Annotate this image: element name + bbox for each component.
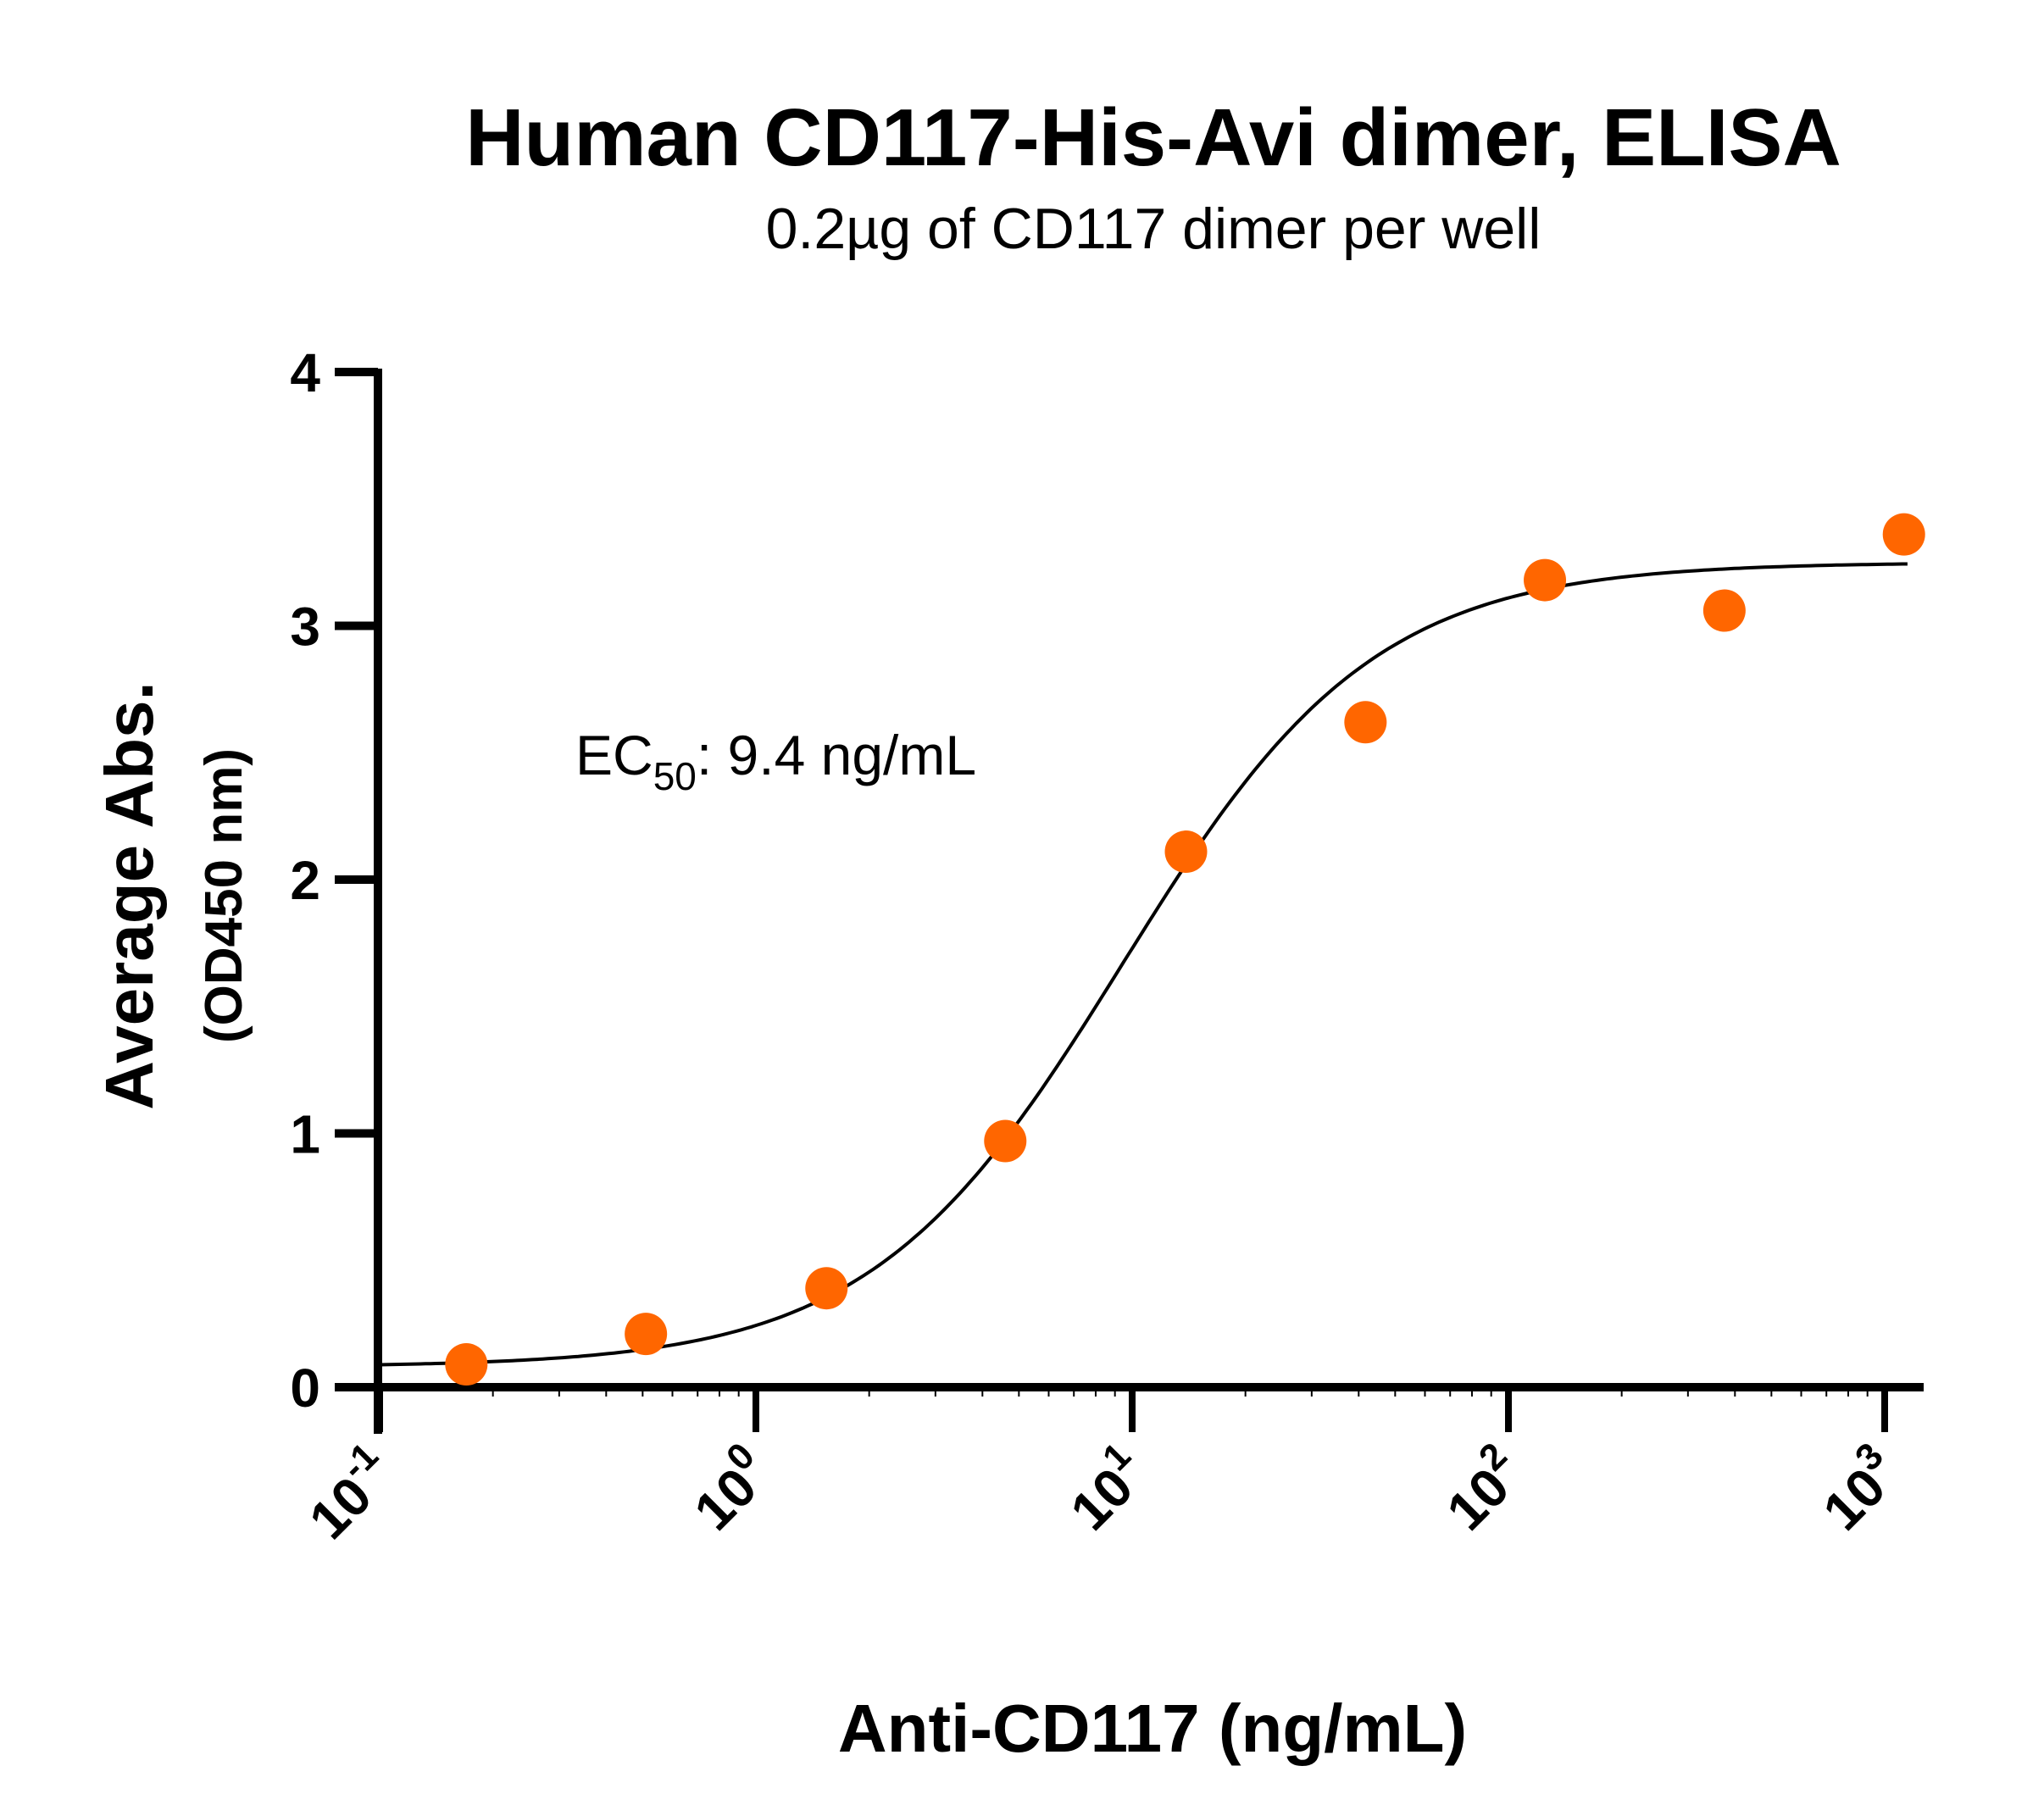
y-axis-unit: (OD450 nm) <box>195 748 253 1043</box>
y-axis-title: Average Abs. <box>92 681 167 1109</box>
x-tick-label-group: 103 <box>1805 1435 1912 1541</box>
x-tick-label-group: 102 <box>1429 1435 1536 1541</box>
ec50-value: : 9.4 ng/mL <box>697 724 976 786</box>
data-point <box>625 1313 668 1356</box>
axes: 0 1 2 3 4 10-1 100 101 102 103 <box>290 342 1924 1551</box>
x-tick-label-group: 101 <box>1053 1435 1159 1541</box>
x-tick-label-group: 100 <box>676 1435 783 1541</box>
data-point <box>805 1267 848 1310</box>
chart-title: Human CD117-His-Avi dimer, ELISA <box>465 92 1841 183</box>
chart-subtitle: 0.2µg of CD117 dimer per well <box>766 197 1541 261</box>
y-tick-label: 1 <box>290 1104 320 1165</box>
x-tick-label: 102 <box>1429 1435 1536 1541</box>
data-point <box>984 1119 1027 1163</box>
data-point <box>1344 701 1387 744</box>
y-axis-sublabel: (OD450 nm) <box>195 748 253 1043</box>
x-tick-label-group: 10-1 <box>291 1435 407 1551</box>
data-point <box>445 1343 488 1386</box>
y-tick-label: 4 <box>290 342 320 403</box>
fit-curve-layer <box>379 562 1908 1367</box>
x-axis-label: Anti-CD117 (ng/mL) <box>838 1691 1467 1766</box>
data-point <box>1524 558 1567 602</box>
y-tick-label: 2 <box>290 850 320 911</box>
data-points-layer <box>445 513 1925 1386</box>
x-tick-label: 103 <box>1805 1435 1912 1541</box>
ec50-annotation: EC50: 9.4 ng/mL <box>575 724 976 798</box>
y-axis-label: Average Abs. <box>92 681 167 1109</box>
data-point <box>1882 513 1925 556</box>
y-tick-label: 0 <box>290 1358 320 1419</box>
data-point <box>1164 830 1208 874</box>
x-tick-label: 100 <box>676 1435 783 1541</box>
x-tick-label: 101 <box>1053 1435 1159 1541</box>
y-tick-label: 3 <box>290 597 320 658</box>
x-tick-label: 10-1 <box>291 1435 407 1551</box>
data-point <box>1702 589 1746 632</box>
ec50-prefix: EC <box>575 724 653 786</box>
fit-curve <box>379 562 1908 1367</box>
ec50-subscript: 50 <box>653 754 697 798</box>
